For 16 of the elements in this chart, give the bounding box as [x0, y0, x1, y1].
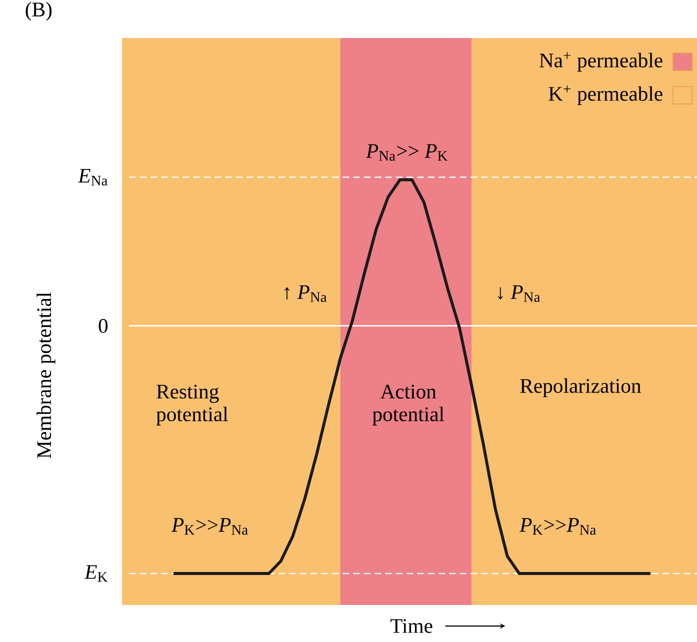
- annotation: ↑ P$_{Na}$: [284, 285, 327, 302]
- x-axis-title: Time: [390, 619, 432, 633]
- text: Na$^{+}$ permeable: [540, 52, 662, 72]
- annotation: ↓ P$_{Na}$: [498, 285, 540, 302]
- annotation: Repolarization: [520, 378, 641, 398]
- annotation: P$_{K}$>>P$_{Na}$: [171, 518, 248, 535]
- annotation: Action potential: [372, 384, 444, 426]
- annotation: Resting potential: [156, 384, 228, 426]
- text: K$^{+}$ permeable: [548, 86, 662, 106]
- text: P$_{Na}$>> P$_{K}$: [366, 144, 448, 161]
- text: (B): [26, 2, 52, 21]
- ref-line-label: 0: [98, 318, 108, 333]
- ref-line-label: E$_{K}$: [84, 565, 108, 582]
- ref-line-label: E$_{Na}$: [78, 168, 108, 186]
- annotation: P$_{K}$>>P$_{Na}$: [520, 518, 596, 535]
- text: Membrane potential: [36, 292, 56, 458]
